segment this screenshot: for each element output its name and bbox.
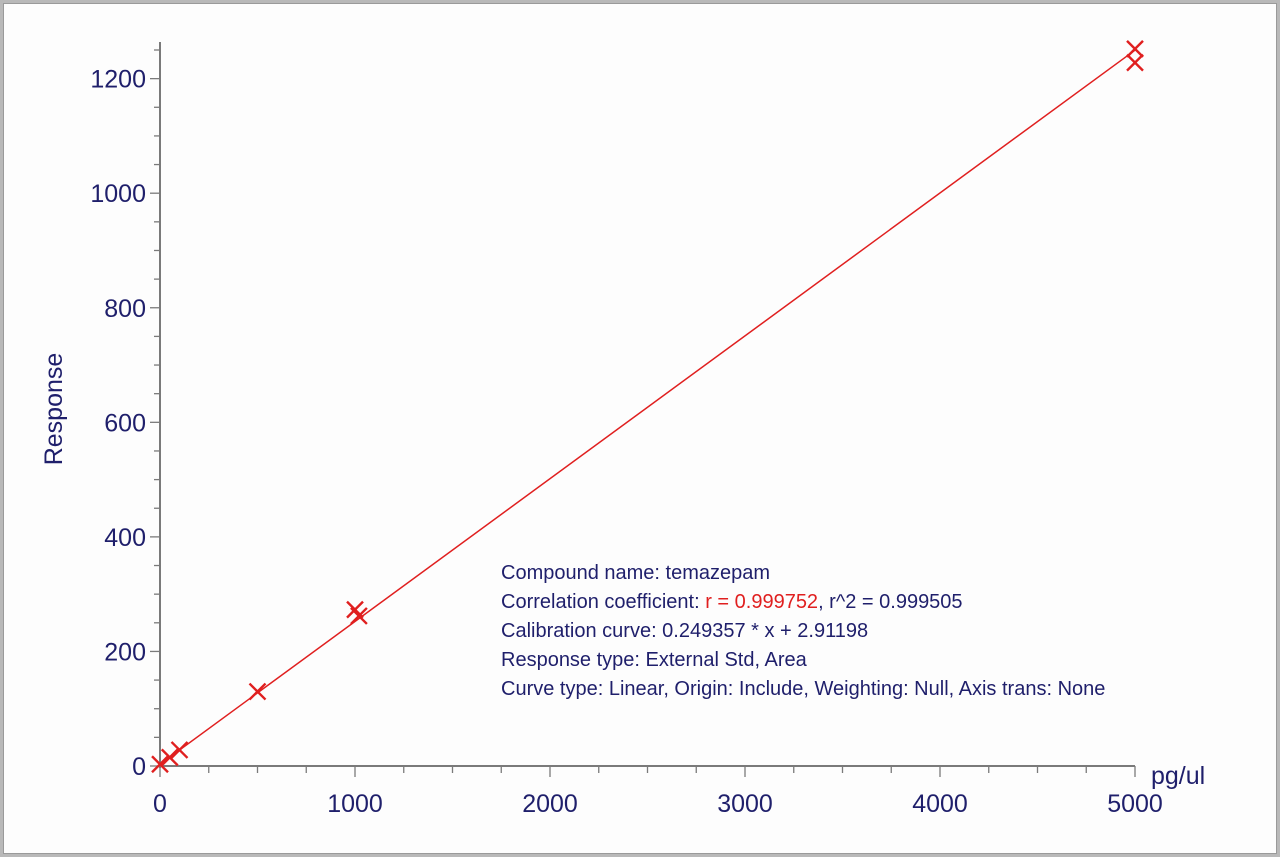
data-point-marker bbox=[1126, 53, 1144, 72]
data-point-marker bbox=[1126, 40, 1144, 58]
axes bbox=[150, 42, 1136, 777]
marker-stroke bbox=[1126, 53, 1144, 72]
y-tick-label: 1200 bbox=[90, 66, 146, 94]
data-markers bbox=[151, 40, 1144, 774]
marker-stroke bbox=[248, 682, 267, 701]
marker-stroke bbox=[1126, 40, 1144, 58]
compound-name-text: Compound name: temazepam bbox=[501, 562, 771, 584]
curve-type-text: Curve type: Linear, Origin: Include, Wei… bbox=[501, 678, 1106, 700]
x-tick-label: 1000 bbox=[327, 790, 383, 818]
x-tick-labels: 0 1000 2000 3000 4000 5000 bbox=[153, 790, 1163, 818]
chart-frame: 0 200 400 600 800 1000 1200 0 1000 2000 3000 4000 5… bbox=[3, 3, 1277, 854]
correlation-r2-value: , r^2 = 0.999505 bbox=[818, 591, 963, 613]
calibration-chart: 0 200 400 600 800 1000 1200 0 1000 2000 3000 4000 5… bbox=[40, 40, 1205, 818]
y-tick-label: 0 bbox=[132, 753, 146, 781]
correlation-r-value: r = 0.999752 bbox=[705, 591, 819, 613]
data-point-marker bbox=[170, 741, 189, 759]
data-point-marker bbox=[350, 607, 368, 625]
calibration-curve-text: Calibration curve: 0.249357 * x + 2.9119… bbox=[501, 620, 869, 642]
marker-stroke bbox=[151, 755, 169, 774]
calibration-fit-line bbox=[159, 49, 1136, 765]
y-tick-label: 600 bbox=[104, 409, 146, 437]
y-tick-label: 1000 bbox=[90, 180, 146, 208]
fit-line bbox=[159, 49, 1136, 765]
x-tick-label: 3000 bbox=[717, 790, 773, 818]
y-tick-label: 800 bbox=[104, 295, 146, 323]
data-point-marker bbox=[248, 682, 267, 701]
data-point-marker bbox=[160, 748, 179, 767]
x-tick-label: 2000 bbox=[522, 790, 578, 818]
x-tick-label: 0 bbox=[153, 790, 167, 818]
marker-stroke bbox=[350, 607, 368, 625]
y-tick-labels: 0 200 400 600 800 1000 1200 bbox=[90, 66, 146, 781]
x-tick-label: 5000 bbox=[1107, 790, 1163, 818]
y-tick-label: 200 bbox=[104, 638, 146, 666]
correlation-text: Correlation coefficient: r = 0.999752, r… bbox=[501, 588, 1105, 617]
x-axis-unit-label: pg/ul bbox=[1151, 762, 1205, 790]
response-type-text: Response type: External Std, Area bbox=[501, 649, 807, 671]
y-tick-label: 400 bbox=[104, 524, 146, 552]
calibration-info: Compound name: temazepam Correlation coe… bbox=[501, 559, 1105, 704]
marker-stroke bbox=[160, 748, 179, 767]
marker-stroke bbox=[170, 741, 189, 759]
marker-stroke bbox=[346, 600, 364, 619]
x-tick-label: 4000 bbox=[912, 790, 968, 818]
data-point-marker bbox=[151, 755, 169, 774]
y-axis-title: Response bbox=[40, 353, 68, 466]
correlation-prefix: Correlation coefficient: bbox=[501, 591, 706, 613]
